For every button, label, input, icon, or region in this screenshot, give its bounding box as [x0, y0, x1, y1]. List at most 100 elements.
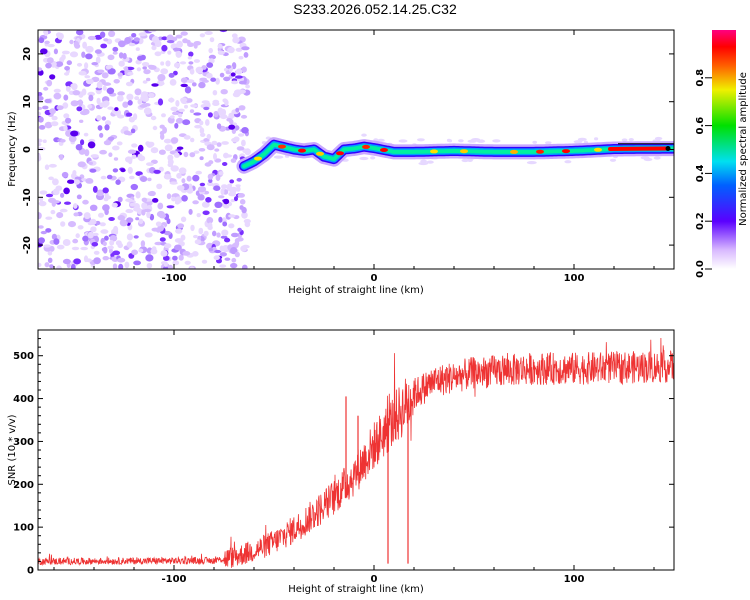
noise-speckle — [195, 66, 203, 74]
noise-speckle — [218, 216, 223, 223]
noise-speckle — [61, 50, 70, 55]
noise-speckle — [138, 218, 144, 225]
noise-speckle — [48, 197, 56, 203]
noise-speckle — [85, 78, 94, 85]
noise-speckle — [122, 52, 127, 60]
noise-speckle — [115, 179, 121, 185]
noise-speckle — [51, 115, 58, 121]
noise-speckle — [70, 130, 79, 137]
noise-speckle — [197, 194, 205, 201]
noise-speckle — [164, 243, 172, 249]
noise-speckle — [167, 50, 172, 55]
track-haze — [370, 156, 376, 160]
noise-speckle — [159, 237, 166, 242]
noise-speckle — [46, 57, 54, 64]
track-hotspot — [316, 151, 324, 156]
noise-speckle — [43, 86, 49, 91]
colorbar: 0.0 0.2 0.4 0.6 0.8 Normalized spectral ampl… — [695, 30, 749, 278]
noise-speckle — [65, 85, 71, 92]
noise-speckle — [64, 66, 70, 71]
noise-speckle — [245, 84, 251, 89]
noise-speckle — [219, 30, 228, 33]
track-end-marker — [665, 146, 671, 151]
noise-speckle — [154, 51, 162, 57]
noise-speckle — [107, 245, 114, 250]
noise-speckle — [87, 141, 96, 149]
noise-speckle — [116, 95, 124, 102]
noise-speckle — [151, 83, 159, 87]
noise-speckle — [192, 200, 199, 205]
colorbar-tick-label: 0.2 — [695, 212, 706, 230]
spectrogram-ylabel: Frequency (Hz) — [7, 111, 18, 187]
noise-speckle — [188, 61, 194, 65]
noise-speckle — [183, 135, 191, 140]
noise-speckle — [175, 50, 182, 58]
noise-speckle — [92, 232, 99, 237]
noise-speckle — [112, 263, 118, 269]
noise-speckle — [158, 149, 166, 155]
noise-speckle — [190, 104, 198, 108]
noise-speckle — [166, 34, 174, 42]
track-hotspot — [562, 149, 570, 154]
noise-speckle — [202, 210, 210, 216]
track-inner — [242, 142, 674, 169]
noise-speckle — [80, 139, 85, 146]
noise-speckle — [53, 92, 62, 100]
track-haze — [628, 138, 634, 142]
noise-speckle — [175, 34, 183, 39]
noise-speckle — [127, 166, 133, 174]
noise-speckle — [163, 173, 172, 180]
noise-speckle — [99, 149, 107, 155]
noise-speckle — [166, 218, 171, 225]
noise-speckle — [214, 148, 220, 152]
noise-speckle — [91, 242, 99, 247]
noise-speckle — [163, 230, 172, 236]
noise-speckle — [139, 176, 148, 182]
noise-speckle — [196, 213, 201, 218]
noise-speckle — [235, 107, 240, 113]
noise-speckle — [96, 97, 101, 105]
noise-speckle — [172, 111, 179, 116]
noise-speckle — [141, 209, 146, 216]
noise-speckle — [153, 169, 161, 174]
noise-speckle — [99, 222, 106, 227]
noise-speckle — [161, 113, 166, 118]
noise-speckle — [118, 263, 124, 269]
noise-speckle — [87, 104, 93, 109]
noise-speckle — [56, 265, 62, 269]
noise-speckle — [103, 246, 108, 254]
y-tick-label: 10 — [22, 95, 33, 109]
noise-speckle — [135, 59, 142, 65]
noise-speckle — [229, 179, 235, 184]
noise-speckle — [68, 221, 76, 228]
noise-speckle — [227, 201, 233, 207]
noise-speckle — [208, 160, 214, 165]
noise-speckle — [48, 176, 54, 181]
colorbar-label: Normalized spectral amplitude — [738, 72, 749, 226]
noise-speckle — [38, 225, 44, 229]
spectrogram-xlabel: Height of straight line (km) — [288, 285, 424, 296]
noise-speckle — [163, 138, 172, 144]
noise-speckle — [77, 225, 84, 230]
noise-speckle — [77, 161, 87, 168]
noise-speckle — [59, 154, 64, 161]
noise-speckle — [38, 92, 43, 97]
noise-speckle — [148, 93, 155, 98]
noise-speckle — [141, 61, 150, 67]
noise-speckle — [38, 212, 42, 220]
snr-frame — [37, 329, 675, 571]
noise-speckle — [201, 259, 208, 264]
noise-speckle — [195, 170, 202, 175]
noise-speckle — [84, 75, 91, 79]
noise-speckle — [52, 178, 59, 186]
noise-speckle — [131, 249, 139, 256]
noise-speckle — [112, 145, 120, 151]
noise-speckle — [213, 255, 220, 261]
colorbar-gradient — [712, 30, 736, 269]
noise-speckle — [172, 47, 181, 51]
noise-speckle — [164, 144, 173, 152]
noise-speckle — [143, 69, 151, 75]
noise-speckle — [109, 240, 115, 246]
noise-speckle — [44, 121, 53, 129]
